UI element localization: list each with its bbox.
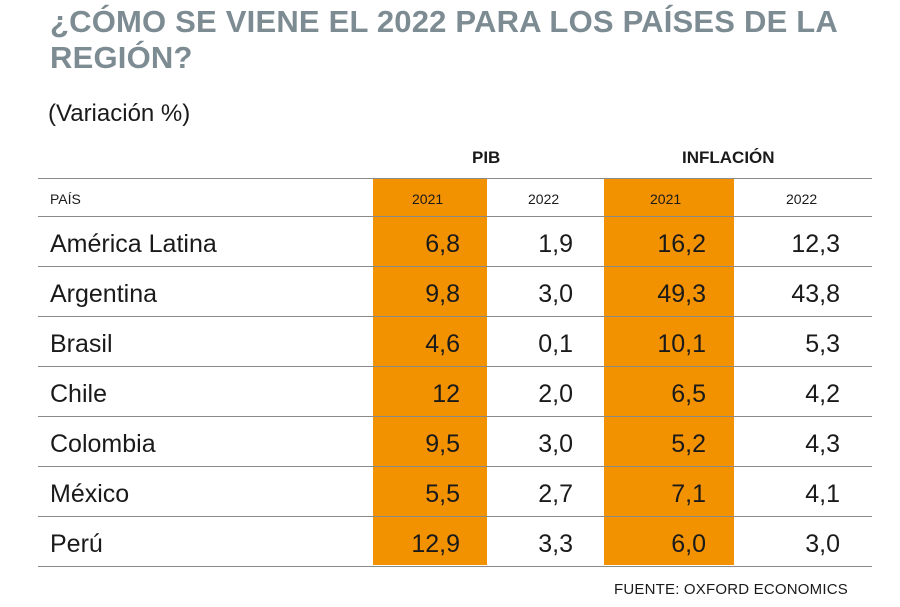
row-label: Colombia [50, 430, 156, 458]
table-cell: 4,6 [425, 330, 460, 358]
row-rule [38, 416, 872, 417]
table-cell: 9,5 [425, 430, 460, 458]
table-cell: 6,5 [671, 380, 706, 408]
row-label: Argentina [50, 280, 158, 308]
row-rule [38, 466, 872, 467]
table-cell: 3,3 [538, 530, 573, 558]
row-label: México [50, 480, 130, 508]
table-cell: 1,9 [538, 230, 573, 258]
table-cell: 7,1 [671, 480, 706, 508]
table-cell: 3,0 [805, 530, 840, 558]
table-cell: 6,8 [425, 230, 460, 258]
row-rule [38, 266, 872, 267]
table-cell: 5,5 [425, 480, 460, 508]
source-note: FUENTE: OXFORD ECONOMICS [614, 581, 848, 598]
row-label: América Latina [50, 230, 217, 258]
column-header-pib-2022: 2022 [528, 191, 560, 207]
row-rule [38, 316, 872, 317]
highlight-column-inflacion-2021 [604, 178, 734, 565]
table-cell: 0,1 [538, 330, 573, 358]
table-cell: 5,3 [805, 330, 840, 358]
table-cell: 4,3 [805, 430, 840, 458]
column-header-pais: PAÍS [50, 191, 81, 207]
table-cell: 12 [432, 380, 460, 408]
highlight-column-pib-2021 [373, 178, 487, 565]
table-cell: 9,8 [425, 280, 460, 308]
table-cell: 10,1 [657, 330, 706, 358]
table-cell: 12,3 [791, 230, 840, 258]
row-label: Perú [50, 530, 103, 558]
row-rule [38, 366, 872, 367]
group-header-inflacion: INFLACIÓN [682, 148, 775, 167]
table-cell: 3,0 [538, 280, 573, 308]
row-label: Brasil [50, 330, 113, 358]
subtitle: (Variación %) [48, 100, 191, 127]
rule-header [38, 216, 872, 217]
row-rule [38, 566, 872, 567]
table-cell: 16,2 [657, 230, 706, 258]
page-title: ¿CÓMO SE VIENE EL 2022 PARA LOS PAÍSES D… [50, 4, 837, 75]
row-rule [38, 516, 872, 517]
table-cell: 49,3 [657, 280, 706, 308]
table-cell: 5,2 [671, 430, 706, 458]
column-header-inflacion-2022: 2022 [786, 191, 818, 207]
rule-top [38, 178, 872, 179]
column-header-inflacion-2021: 2021 [650, 191, 682, 207]
table-cell: 12,9 [411, 530, 460, 558]
table-cell: 2,7 [538, 480, 573, 508]
table-cell: 4,1 [805, 480, 840, 508]
table-cell: 4,2 [805, 380, 840, 408]
table-cell: 2,0 [538, 380, 573, 408]
table-cell: 43,8 [791, 280, 840, 308]
row-label: Chile [50, 380, 107, 408]
table-cell: 3,0 [538, 430, 573, 458]
group-header-pib: PIB [472, 148, 501, 167]
column-header-pib-2021: 2021 [412, 191, 444, 207]
table-cell: 6,0 [671, 530, 706, 558]
